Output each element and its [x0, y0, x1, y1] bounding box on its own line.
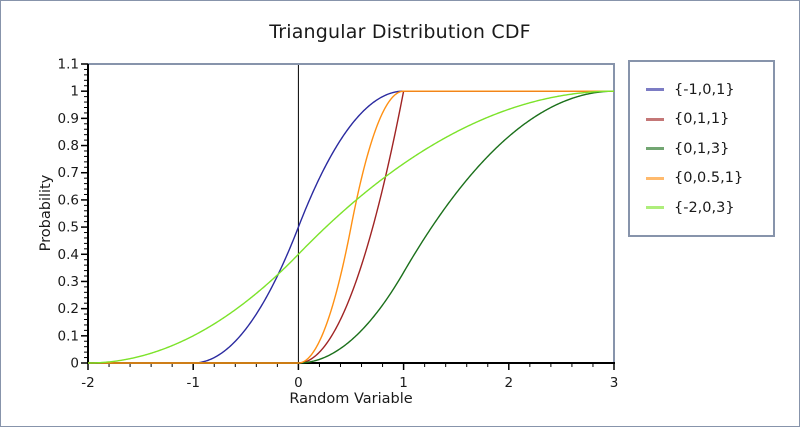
legend-item: {-2,0,3} — [646, 200, 773, 216]
svg-text:2: 2 — [505, 375, 514, 391]
svg-text:1.1: 1.1 — [58, 57, 79, 73]
cdf-curve — [88, 90, 614, 364]
legend-item: {0,1,3} — [646, 141, 773, 157]
svg-text:0.8: 0.8 — [58, 138, 79, 154]
svg-text:0.3: 0.3 — [58, 274, 79, 290]
svg-text:0.6: 0.6 — [58, 192, 79, 208]
x-axis-label: Random Variable — [289, 391, 413, 407]
cdf-curve — [88, 90, 614, 364]
svg-text:0.4: 0.4 — [58, 247, 79, 263]
svg-text:0.2: 0.2 — [58, 301, 79, 317]
svg-text:-1: -1 — [186, 375, 199, 391]
chart-title: Triangular Distribution CDF — [269, 21, 531, 43]
legend-line-swatch — [646, 206, 664, 209]
svg-text:0: 0 — [70, 356, 79, 372]
svg-text:-2: -2 — [81, 375, 94, 391]
legend-label: {0,1,1} — [674, 111, 730, 127]
legend-line-swatch — [646, 117, 664, 121]
svg-text:3: 3 — [610, 375, 619, 391]
legend-item: {0,0.5,1} — [646, 170, 773, 186]
legend-item: {0,1,1} — [646, 111, 773, 127]
svg-text:1: 1 — [70, 84, 79, 100]
legend-line-swatch — [646, 88, 664, 91]
legend: {-1,0,1} {0,1,1} {0,1,3} {0,0.5,1} {-2,0… — [628, 60, 775, 237]
svg-text:0: 0 — [294, 375, 303, 391]
legend-line-swatch — [646, 147, 664, 150]
svg-text:0.1: 0.1 — [58, 328, 79, 344]
legend-label: {0,0.5,1} — [674, 170, 744, 186]
legend-label: {-1,0,1} — [674, 81, 735, 98]
legend-label: {-2,0,3} — [674, 199, 735, 216]
legend-label: {0,1,3} — [674, 140, 730, 157]
legend-item: {-1,0,1} — [646, 82, 773, 98]
svg-text:0.9: 0.9 — [58, 111, 79, 127]
legend-line-swatch — [646, 176, 664, 180]
svg-text:0.7: 0.7 — [58, 165, 79, 181]
svg-text:1: 1 — [399, 375, 408, 391]
svg-text:0.5: 0.5 — [58, 220, 79, 236]
y-axis-label: Probability — [38, 174, 54, 252]
